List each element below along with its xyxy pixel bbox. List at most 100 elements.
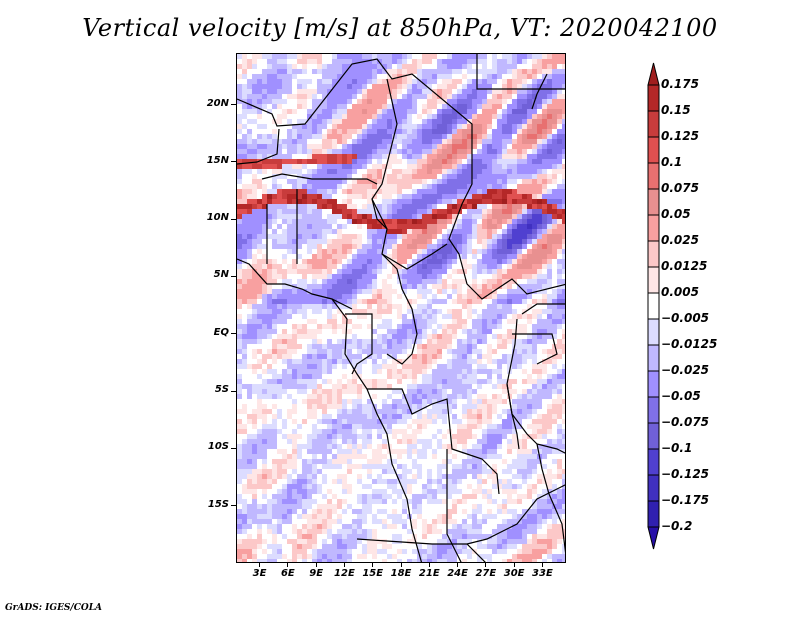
field-cell — [507, 294, 512, 299]
field-cell — [242, 184, 247, 189]
field-cell — [482, 419, 487, 424]
field-cell — [502, 139, 507, 144]
field-cell — [337, 304, 342, 309]
field-cell — [402, 319, 407, 324]
field-cell — [322, 134, 327, 139]
field-cell — [297, 94, 302, 99]
field-cell — [272, 104, 277, 109]
field-cell — [282, 309, 287, 314]
field-cell — [307, 69, 312, 74]
field-cell — [267, 139, 272, 144]
field-cell — [457, 244, 462, 249]
field-cell — [407, 179, 412, 184]
field-cell — [252, 254, 257, 259]
field-cell — [252, 79, 257, 84]
field-cell — [402, 249, 407, 254]
field-cell — [452, 84, 457, 89]
field-cell — [462, 129, 467, 134]
field-cell — [247, 359, 252, 364]
field-cell — [312, 399, 317, 404]
field-cell — [292, 94, 297, 99]
field-cell — [462, 294, 467, 299]
field-cell — [397, 289, 402, 294]
field-cell — [312, 424, 317, 429]
field-cell — [357, 414, 362, 419]
field-cell — [247, 144, 252, 149]
field-cell — [262, 94, 267, 99]
field-cell — [377, 394, 382, 399]
field-cell — [562, 414, 565, 419]
field-cell — [262, 324, 267, 329]
field-cell — [547, 309, 552, 314]
field-cell — [482, 119, 487, 124]
field-cell — [407, 64, 412, 69]
field-cell — [517, 324, 522, 329]
field-cell — [367, 124, 372, 129]
field-cell — [397, 219, 402, 224]
field-cell — [392, 354, 397, 359]
field-cell — [517, 224, 522, 229]
field-cell — [312, 154, 317, 159]
field-cell — [512, 119, 517, 124]
field-cell — [332, 64, 337, 69]
chart-title: Vertical velocity [m/s] at 850hPa, VT: 2… — [82, 14, 718, 42]
field-cell — [487, 379, 492, 384]
field-cell — [562, 184, 565, 189]
field-cell — [412, 74, 417, 79]
field-cell — [442, 84, 447, 89]
field-cell — [322, 109, 327, 114]
field-cell — [367, 264, 372, 269]
field-cell — [487, 159, 492, 164]
field-cell — [272, 269, 277, 274]
field-cell — [437, 144, 442, 149]
field-cell — [397, 169, 402, 174]
field-cell — [562, 159, 565, 164]
field-cell — [447, 104, 452, 109]
field-cell — [352, 134, 357, 139]
field-cell — [277, 59, 282, 64]
field-cell — [332, 364, 337, 369]
field-cell — [352, 329, 357, 334]
field-cell — [287, 284, 292, 289]
field-cell — [367, 279, 372, 284]
field-cell — [462, 319, 467, 324]
field-cell — [507, 424, 512, 429]
field-cell — [352, 229, 357, 234]
field-cell — [397, 209, 402, 214]
field-cell — [537, 209, 542, 214]
field-cell — [287, 429, 292, 434]
field-cell — [242, 104, 247, 109]
field-cell — [497, 59, 502, 64]
field-cell — [332, 379, 337, 384]
field-cell — [442, 119, 447, 124]
field-cell — [472, 274, 477, 279]
field-cell — [272, 414, 277, 419]
field-cell — [542, 94, 547, 99]
field-cell — [317, 379, 322, 384]
field-cell — [237, 304, 242, 309]
field-cell — [442, 184, 447, 189]
field-cell — [382, 299, 387, 304]
field-cell — [377, 214, 382, 219]
field-cell — [517, 214, 522, 219]
field-cell — [517, 269, 522, 274]
field-cell — [382, 119, 387, 124]
field-cell — [272, 64, 277, 69]
field-cell — [252, 404, 257, 409]
field-cell — [492, 274, 497, 279]
field-cell — [467, 354, 472, 359]
field-cell — [282, 159, 287, 164]
field-cell — [447, 144, 452, 149]
field-cell — [527, 354, 532, 359]
field-cell — [562, 359, 565, 364]
field-cell — [557, 344, 562, 349]
field-cell — [302, 84, 307, 89]
field-cell — [327, 214, 332, 219]
field-cell — [272, 164, 277, 169]
field-cell — [482, 334, 487, 339]
field-cell — [242, 374, 247, 379]
field-cell — [477, 349, 482, 354]
field-cell — [357, 104, 362, 109]
field-cell — [477, 119, 482, 124]
field-cell — [237, 109, 242, 114]
